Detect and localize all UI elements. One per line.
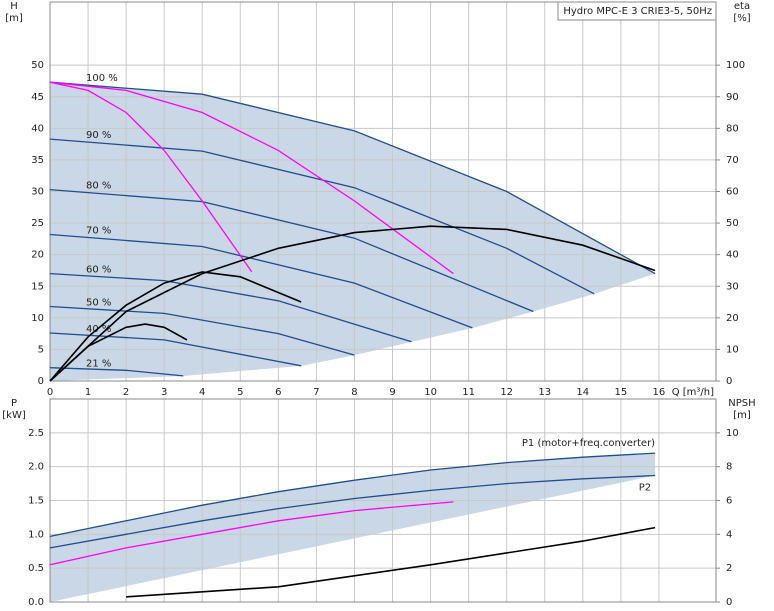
y2-tick-label: 60 [726, 187, 739, 198]
curve-label: 60 % [86, 265, 111, 276]
title-frame [557, 1, 717, 21]
y2-tick-label: 8 [726, 462, 732, 473]
y-tick-label: 1.5 [28, 496, 44, 507]
x-tick-label: 10 [424, 387, 437, 398]
x-tick-label: 7 [313, 387, 319, 398]
curve [49, 272, 412, 343]
curve-label: 90 % [86, 130, 111, 141]
y-tick-label: 0 [38, 376, 44, 387]
y2-axis-label: eta [734, 1, 750, 12]
y-axis-label: [kW] [2, 410, 26, 421]
y-tick-label: 15 [31, 281, 44, 292]
curve [49, 81, 656, 275]
operating-range [50, 82, 656, 381]
y-tick-label: 20 [31, 250, 44, 261]
y2-tick-label: 90 [726, 92, 739, 103]
curve [49, 138, 595, 295]
y2-tick-label: 40 [726, 250, 739, 261]
y-tick-label: 2.0 [28, 462, 44, 473]
plot-frame [49, 398, 717, 603]
x-tick-label: 8 [351, 387, 357, 398]
curve [49, 501, 454, 566]
curve [49, 233, 473, 329]
y2-tick-label: 6 [726, 496, 732, 507]
curve [49, 332, 302, 367]
x-tick-label: 4 [199, 387, 205, 398]
curve [49, 305, 355, 356]
y-tick-label: 0.0 [28, 597, 44, 608]
y2-tick-label: 80 [726, 123, 739, 134]
x-tick-label: 14 [576, 387, 589, 398]
curve-label: 50 % [86, 297, 111, 308]
curve-label: 21 % [86, 359, 111, 370]
y2-axis-label: NPSH [728, 398, 755, 409]
chart-title: Hydro MPC-E 3 CRIE3-5, 50Hz [563, 6, 712, 17]
curve-label: 80 % [86, 181, 111, 192]
y2-tick-label: 50 [726, 218, 739, 229]
y2-tick-label: 4 [726, 529, 732, 540]
y-tick-label: 25 [31, 218, 44, 229]
y-tick-label: 45 [31, 92, 44, 103]
curve-label: 70 % [86, 225, 111, 236]
y2-tick-label: 0 [726, 597, 732, 608]
x-tick-label: 9 [389, 387, 395, 398]
y2-tick-label: 30 [726, 281, 739, 292]
curve [49, 81, 454, 275]
x-axis-label: Q [m³/h] [672, 387, 714, 398]
plot-frame [49, 1, 717, 382]
x-tick-label: 6 [275, 387, 281, 398]
y2-tick-label: 20 [726, 313, 739, 324]
curve [49, 81, 253, 273]
y-axis-label: [m] [5, 13, 23, 24]
curve-label: 40 % [86, 324, 111, 335]
x-tick-label: 15 [614, 387, 627, 398]
y-tick-label: 1.0 [28, 529, 44, 540]
curve [49, 225, 656, 382]
x-tick-label: 12 [500, 387, 513, 398]
y2-tick-label: 10 [726, 428, 739, 439]
y-tick-label: 0.5 [28, 563, 44, 574]
x-tick-label: 2 [123, 387, 129, 398]
x-tick-label: 5 [237, 387, 243, 398]
curve [49, 474, 656, 549]
y-tick-label: 2.5 [28, 428, 44, 439]
curve [49, 271, 302, 382]
curve [49, 452, 656, 538]
y2-tick-label: 0 [726, 376, 732, 387]
x-tick-label: 0 [47, 387, 53, 398]
y2-axis-label: [%] [733, 13, 750, 24]
x-tick-label: 13 [538, 387, 551, 398]
curve-label: P1 (motor+freq.converter) [522, 438, 655, 449]
curve [49, 367, 184, 377]
curve [126, 526, 656, 598]
y2-tick-label: 100 [726, 60, 745, 71]
y-tick-label: 50 [31, 60, 44, 71]
curve [49, 188, 534, 313]
y2-tick-label: 2 [726, 563, 732, 574]
operating-range [50, 453, 656, 602]
curve-label: 100 % [86, 73, 118, 84]
y-tick-label: 35 [31, 155, 44, 166]
x-tick-label: 3 [161, 387, 167, 398]
x-tick-label: 1 [85, 387, 91, 398]
y-axis-label: H [10, 1, 18, 12]
y-tick-label: 30 [31, 187, 44, 198]
y-tick-label: 5 [38, 344, 44, 355]
curve [49, 323, 188, 382]
title-box: Hydro MPC-E 3 CRIE3-5, 50Hz [557, 1, 717, 21]
y2-tick-label: 70 [726, 155, 739, 166]
curve-label: P2 [639, 482, 651, 493]
y2-tick-label: 10 [726, 344, 739, 355]
x-tick-label: 16 [653, 387, 666, 398]
x-tick-label: 11 [462, 387, 475, 398]
y2-axis-label: [m] [733, 410, 751, 421]
y-axis-label: P [11, 398, 17, 409]
y-tick-label: 40 [31, 123, 44, 134]
y-tick-label: 10 [31, 313, 44, 324]
